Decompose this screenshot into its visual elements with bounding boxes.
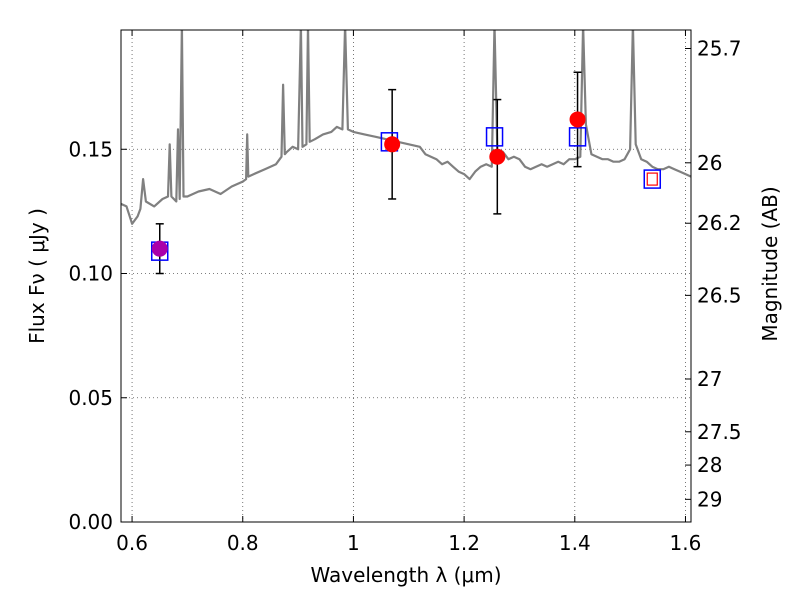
mag-tick-label: 25.7: [697, 36, 742, 60]
y-tick-label: 0.10: [68, 262, 113, 286]
observed-point: [384, 136, 401, 153]
observed-point: [569, 111, 586, 128]
x-tick-label: 1.6: [670, 531, 702, 555]
y-axis-right-label: Magnitude (AB): [758, 186, 782, 341]
observed-point: [151, 240, 168, 257]
observed-limit-point: [646, 172, 658, 186]
y-axis-label: Flux Fν ( μJy ): [25, 208, 49, 344]
mag-tick-label: 26.5: [697, 283, 742, 307]
mag-tick-label: 27: [697, 367, 722, 391]
model-point: [643, 169, 662, 189]
axes: 0.6 0.8 1 1.2 1.4 1.6 0.00 0.05 0.10 0.15 25.7 26 26…: [68, 30, 742, 555]
plot-area: [121, 30, 691, 275]
mag-tick-label: 29: [697, 487, 722, 511]
x-tick-label: 0.8: [227, 531, 259, 555]
observed-point: [489, 148, 506, 165]
mag-tick-label: 26.2: [697, 211, 742, 235]
mag-tick-label: 26: [697, 151, 722, 175]
plot-frame: [120, 29, 692, 523]
x-axis-label: Wavelength λ (μm): [310, 563, 501, 587]
x-tick-label: 1.4: [559, 531, 591, 555]
x-tick-label: 0.6: [116, 531, 148, 555]
spectrum-line: [121, 30, 691, 225]
y-tick-label: 0.15: [68, 137, 113, 161]
x-tick-label: 1.2: [448, 531, 480, 555]
model-point: [485, 127, 504, 147]
mag-tick-label: 28: [697, 453, 722, 477]
model-point: [568, 127, 587, 147]
x-tick-label: 1: [347, 531, 360, 555]
y-tick-label: 0.05: [68, 386, 113, 410]
mag-tick-label: 27.5: [697, 420, 742, 444]
y-tick-label: 0.00: [68, 510, 113, 534]
